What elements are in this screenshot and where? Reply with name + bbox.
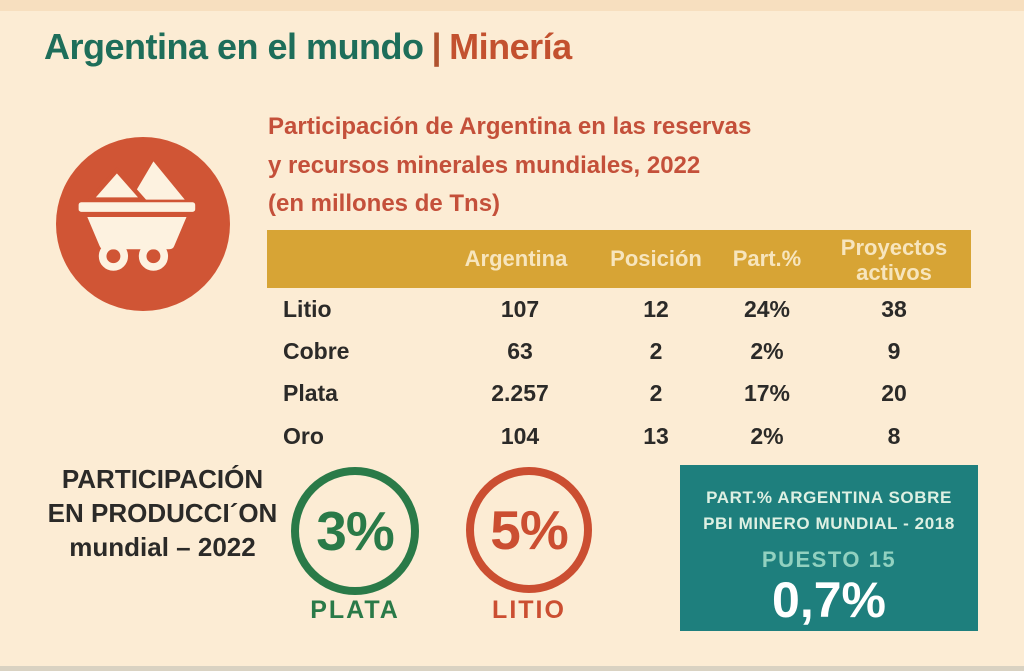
row-label: Plata [283, 380, 338, 406]
page-title: Argentina en el mundo | Minería [44, 26, 572, 68]
table-row-plata: Plata 2.257 2 17% 20 [0, 380, 1024, 410]
cell-posicion: 13 [643, 423, 669, 449]
column-header-argentina: Argentina [464, 246, 568, 271]
plata-share-caption: PLATA [310, 596, 400, 624]
plata-share-circle: 3% [291, 467, 419, 595]
production-share-line3: mundial – 2022 [69, 532, 256, 562]
page-title-accent: Minería [449, 26, 572, 67]
top-edge-band [0, 0, 1024, 11]
row-label: Litio [283, 296, 332, 322]
litio-share-value: 5% [490, 499, 568, 561]
cell-proyectos: 20 [881, 380, 907, 406]
reserves-heading-line2: y recursos minerales mundiales, 2022 [268, 151, 701, 179]
cell-part: 17% [743, 380, 791, 406]
column-header-part: Part.% [732, 246, 802, 271]
reserves-table-header: Argentina Posición Part.% Proyectos acti… [267, 230, 971, 288]
title-separator: | [431, 26, 442, 67]
cell-argentina: 63 [507, 338, 533, 364]
table-row-cobre: Cobre 63 2 2% 9 [0, 338, 1024, 368]
row-label: Cobre [283, 338, 350, 364]
cell-proyectos: 9 [887, 338, 901, 364]
column-header-posicion: Posición [610, 246, 702, 271]
litio-share-circle: 5% [466, 467, 592, 593]
row-label: Oro [283, 423, 324, 449]
pbi-share-panel: PART.% ARGENTINA SOBRE PBI MINERO MUNDIA… [680, 465, 978, 631]
table-row-oro: Oro 104 13 2% 8 [0, 423, 1024, 453]
pbi-value: 0,7% [772, 572, 886, 628]
mining-cart-icon [56, 137, 230, 311]
reserves-heading: Participación de Argentina en las reserv… [268, 108, 868, 224]
pbi-panel-line1: PART.% ARGENTINA SOBRE [706, 488, 952, 507]
table-row-litio: Litio 107 12 24% 38 [0, 296, 1024, 326]
reserves-heading-line1: Participación de Argentina en las reserv… [268, 113, 752, 140]
cell-argentina: 104 [500, 423, 540, 449]
cell-posicion: 2 [649, 338, 663, 364]
cell-proyectos: 38 [881, 296, 907, 322]
cell-posicion: 12 [643, 296, 669, 322]
cell-proyectos: 8 [887, 423, 901, 449]
cell-posicion: 2 [649, 380, 663, 406]
production-share-line2: EN PRODUCCI´ON [47, 498, 278, 528]
production-share-line1: PARTICIPACIÓN [61, 464, 264, 494]
pbi-rank: PUESTO 15 [761, 547, 897, 572]
cell-argentina: 107 [500, 296, 540, 322]
column-header-proyectos: Proyectos activos [840, 235, 948, 285]
cell-part: 2% [750, 423, 784, 449]
cell-part: 24% [743, 296, 791, 322]
litio-share-caption: LITIO [492, 596, 566, 624]
pbi-panel-line2: PBI MINERO MUNDIAL - 2018 [703, 514, 955, 533]
bottom-edge-band [0, 666, 1024, 671]
cell-part: 2% [750, 338, 784, 364]
cell-argentina: 2.257 [491, 380, 549, 406]
page-title-main: Argentina en el mundo [44, 26, 424, 67]
production-share-label: PARTICIPACIÓN EN PRODUCCI´ON mundial – 2… [30, 462, 295, 564]
plata-share-value: 3% [316, 500, 394, 562]
reserves-heading-line3: (en millones de Tns) [268, 190, 501, 217]
